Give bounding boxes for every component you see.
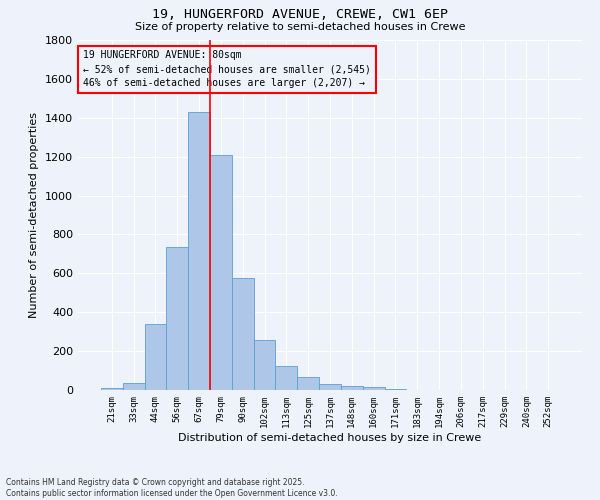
Bar	[210, 154, 232, 390]
Bar	[254, 340, 275, 390]
Bar	[188, 112, 210, 390]
Text: 19, HUNGERFORD AVENUE, CREWE, CW1 6EP: 19, HUNGERFORD AVENUE, CREWE, CW1 6EP	[152, 8, 448, 20]
Bar	[101, 388, 123, 390]
Text: 19 HUNGERFORD AVENUE: 80sqm
← 52% of semi-detached houses are smaller (2,545)
46: 19 HUNGERFORD AVENUE: 80sqm ← 52% of sem…	[83, 50, 371, 88]
Bar	[297, 377, 319, 390]
Bar	[232, 278, 254, 390]
Bar	[145, 324, 166, 390]
Bar	[319, 384, 341, 390]
Y-axis label: Number of semi-detached properties: Number of semi-detached properties	[29, 112, 40, 318]
Bar	[123, 382, 145, 390]
X-axis label: Distribution of semi-detached houses by size in Crewe: Distribution of semi-detached houses by …	[178, 432, 482, 442]
Bar	[385, 389, 406, 390]
Text: Contains HM Land Registry data © Crown copyright and database right 2025.
Contai: Contains HM Land Registry data © Crown c…	[6, 478, 338, 498]
Bar	[341, 386, 363, 390]
Bar	[166, 247, 188, 390]
Bar	[275, 366, 297, 390]
Text: Size of property relative to semi-detached houses in Crewe: Size of property relative to semi-detach…	[135, 22, 465, 32]
Bar	[363, 387, 385, 390]
